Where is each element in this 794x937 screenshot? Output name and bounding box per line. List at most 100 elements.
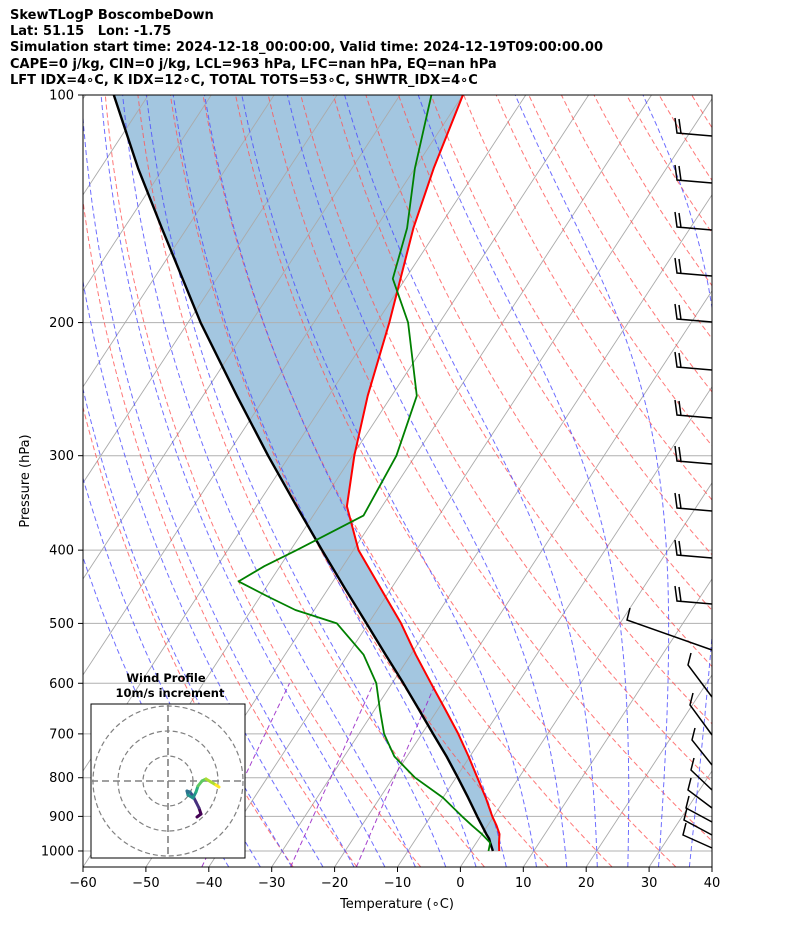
x-tick-label: 30 <box>641 876 658 891</box>
wind-profile-inset: Wind Profile 10m/s increment <box>90 671 246 859</box>
dry-adiabat <box>658 95 712 182</box>
isotherm <box>334 289 712 867</box>
moist-adiabat <box>514 95 670 867</box>
wind-barbs <box>626 117 713 849</box>
dewpoint-line <box>237 95 492 852</box>
y-tick-label: 900 <box>49 810 74 825</box>
y-tick-label: 1000 <box>41 844 74 859</box>
x-tick-label: 10 <box>515 876 532 891</box>
y-tick-label: 400 <box>49 544 74 559</box>
y-tick-label: 300 <box>49 449 74 464</box>
dry-adiabat <box>757 95 794 867</box>
wind-profile-rings <box>91 704 245 858</box>
wind-profile-title: Wind Profile <box>126 671 206 685</box>
wind-barb <box>674 492 713 512</box>
dry-adiabat <box>235 95 677 867</box>
dry-adiabat <box>430 95 712 556</box>
dry-adiabat <box>528 95 712 393</box>
x-tick-label: −10 <box>384 876 411 891</box>
wind-barb <box>674 539 713 559</box>
x-tick-label: −50 <box>132 876 159 891</box>
wind-barb <box>674 164 713 184</box>
mixing-ratio-line <box>290 683 375 867</box>
y-tick-label: 700 <box>49 727 74 742</box>
x-tick-label: −20 <box>321 876 348 891</box>
dry-adiabat <box>267 95 712 842</box>
moist-adiabat <box>83 278 324 867</box>
isotherm <box>83 95 275 388</box>
cape-shading <box>113 95 500 851</box>
moist-adiabat <box>122 95 416 867</box>
wind-barb <box>685 795 713 823</box>
wind-barb <box>687 652 713 698</box>
isotherm <box>648 770 712 867</box>
cape-cin-levels: CAPE=0 j/kg, CIN=0 j/kg, LCL=963 hPa, LF… <box>10 56 497 72</box>
moist-adiabat <box>286 95 568 867</box>
wind-barb <box>674 257 713 277</box>
isotherm <box>522 578 712 867</box>
wind-profile-subtitle: 10m/s increment <box>116 686 225 700</box>
cape-shade-area <box>113 95 500 851</box>
dry-adiabat <box>202 95 613 867</box>
chart-title: SkewTLogP BoscombeDown <box>10 8 214 23</box>
wind-barb <box>626 607 713 651</box>
wind-barb <box>674 303 713 323</box>
wind-barb <box>674 445 713 465</box>
pressure-gridlines <box>83 95 712 852</box>
wind-barb <box>683 807 713 836</box>
y-tick-label: 500 <box>49 617 74 632</box>
y-tick-label: 100 <box>49 89 74 104</box>
parcel-line <box>112 95 495 852</box>
isotherm <box>83 95 86 100</box>
profile-lines <box>112 95 501 852</box>
moist-adiabat <box>172 95 477 867</box>
moist-adiabat <box>204 95 507 867</box>
wind-barb <box>690 757 713 791</box>
x-tick-label: 20 <box>578 876 595 891</box>
dry-adiabat <box>83 197 358 867</box>
moist-adiabats <box>83 95 791 867</box>
dry-adiabat <box>300 95 712 783</box>
moist-adiabat <box>83 386 293 867</box>
wind-barb <box>689 692 713 736</box>
dry-adiabat <box>626 95 712 234</box>
wind-barb <box>682 822 713 849</box>
y-tick-label: 200 <box>49 316 74 331</box>
dry-adiabat <box>724 95 794 867</box>
y-tick-label: 800 <box>49 771 74 786</box>
dry-adiabat <box>104 95 422 867</box>
y-axis-ticks: 100 200 300 400 500 600 700 800 900 1000 <box>41 89 83 859</box>
dry-adiabat <box>332 95 712 725</box>
hodograph-segment <box>214 783 221 789</box>
wind-barb <box>674 117 713 137</box>
wind-barb <box>691 727 713 766</box>
dry-adiabat <box>398 95 712 612</box>
moist-adiabat <box>642 95 712 867</box>
moist-adiabat <box>100 95 386 867</box>
moist-adiabat <box>344 95 598 867</box>
isotherm <box>208 97 712 867</box>
isotherm <box>83 95 401 580</box>
chart-header: SkewTLogP BoscombeDown Lat: 51.15 Lon: -… <box>10 8 603 89</box>
y-axis-label: Pressure (hPa) <box>18 434 33 527</box>
plot-area <box>83 95 794 867</box>
isotherm <box>460 482 712 867</box>
station-coordinates: Lat: 51.15 Lon: -1.75 <box>10 24 172 40</box>
dry-adiabat <box>463 95 712 501</box>
isotherm <box>271 193 712 867</box>
isotherm <box>585 674 712 867</box>
isotherm <box>83 95 464 676</box>
wind-barb <box>674 585 713 605</box>
axes: −60 −50 −40 −30 −20 −10 0 10 20 30 40 100 200 300 400… <box>18 89 720 913</box>
x-tick-label: 40 <box>704 876 721 891</box>
x-axis-label: Temperature (∘C) <box>339 897 454 912</box>
moist-adiabat <box>720 95 791 867</box>
x-axis-ticks: −60 −50 −40 −30 −20 −10 0 10 20 30 40 <box>69 867 720 891</box>
dry-adiabat <box>169 95 549 867</box>
isotherm <box>83 95 212 292</box>
temperature-line <box>345 95 501 852</box>
simulation-times: Simulation start time: 2024-12-18_00:00:… <box>10 40 603 56</box>
mixing-ratio-line <box>355 683 437 867</box>
wind-barb <box>687 777 713 809</box>
